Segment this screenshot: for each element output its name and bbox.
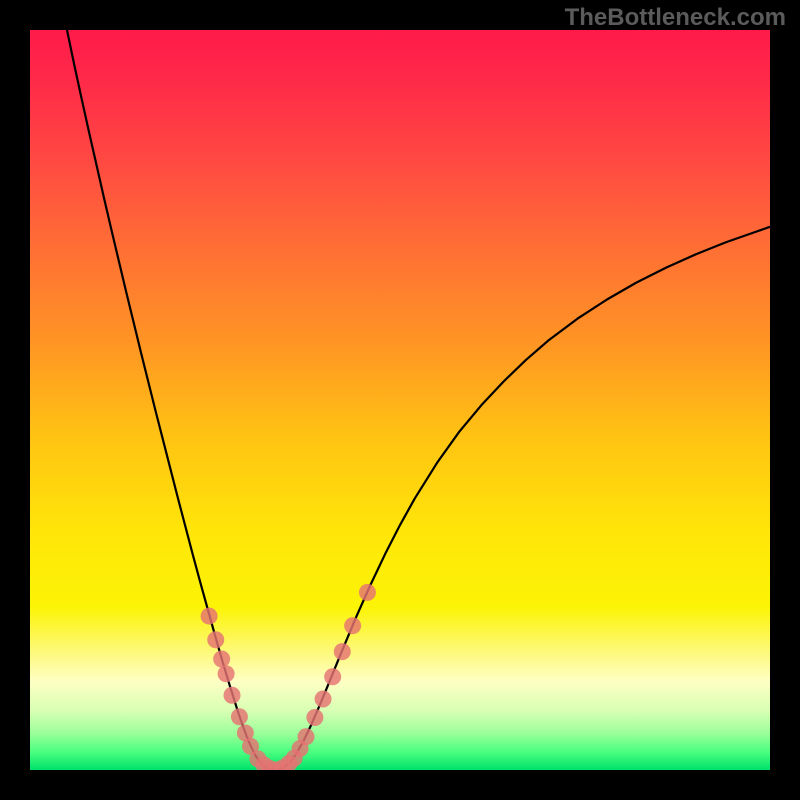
- data-marker: [324, 668, 341, 685]
- data-marker: [207, 631, 224, 648]
- data-marker: [344, 617, 361, 634]
- data-marker: [315, 690, 332, 707]
- chart-frame: TheBottleneck.com: [0, 0, 800, 800]
- bottleneck-chart-svg: [0, 0, 800, 800]
- data-marker: [231, 708, 248, 725]
- data-marker: [298, 728, 315, 745]
- data-marker: [224, 687, 241, 704]
- data-marker: [334, 643, 351, 660]
- data-marker: [213, 651, 230, 668]
- data-marker: [218, 665, 235, 682]
- watermark-text: TheBottleneck.com: [565, 4, 786, 32]
- data-marker: [306, 709, 323, 726]
- plot-background: [30, 30, 770, 770]
- data-marker: [201, 608, 218, 625]
- data-marker: [359, 584, 376, 601]
